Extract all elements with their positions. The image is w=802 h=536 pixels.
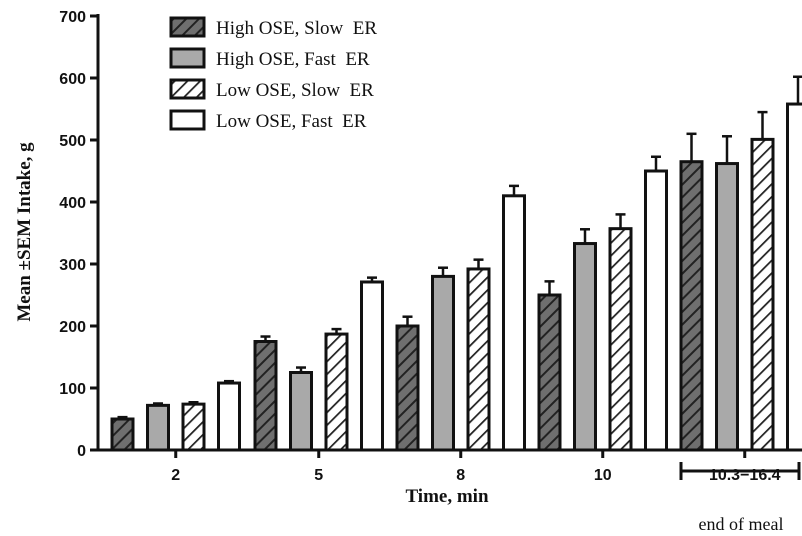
bar-s2-10 bbox=[573, 242, 597, 452]
y-tick-label-0: 0 bbox=[77, 443, 86, 460]
bar-s1-5 bbox=[253, 340, 278, 452]
legend-label-1: High OSE, Slow ER bbox=[216, 18, 377, 39]
legend-swatch-1 bbox=[169, 16, 206, 38]
bar-s2-8 bbox=[431, 274, 455, 452]
end-of-meal-label: end of meal bbox=[699, 514, 784, 534]
bar-s4-8 bbox=[502, 194, 526, 452]
y-tick-label-600: 600 bbox=[59, 71, 86, 88]
bar-s3-2 bbox=[181, 402, 206, 452]
end-of-meal-annotation: end of meal bbox=[679, 462, 801, 534]
legend-swatch-3 bbox=[169, 78, 206, 100]
y-tick-label-500: 500 bbox=[59, 133, 86, 150]
legend-label-4: Low OSE, Fast ER bbox=[216, 111, 367, 132]
bar-s4-10.3−16.4 bbox=[786, 102, 802, 452]
bar-s1-8 bbox=[395, 324, 420, 452]
y-tick-label-700: 700 bbox=[59, 9, 86, 26]
y-tick-label-100: 100 bbox=[59, 381, 86, 398]
x-tick-label-0: 2 bbox=[171, 467, 180, 484]
y-tick-label-400: 400 bbox=[59, 195, 86, 212]
bar-s3-5 bbox=[324, 332, 349, 452]
legend-label-2: High OSE, Fast ER bbox=[216, 49, 370, 70]
bar-s2-5 bbox=[289, 371, 313, 452]
bar-s3-8 bbox=[466, 267, 491, 452]
bars-layer bbox=[110, 75, 802, 452]
y-tick-label-200: 200 bbox=[59, 319, 86, 336]
bar-s1-2 bbox=[110, 417, 135, 452]
bar-s1-10 bbox=[537, 293, 562, 452]
bar-s4-2 bbox=[217, 381, 241, 452]
legend: High OSE, Slow ER High OSE, Fast ER Low OS… bbox=[169, 16, 377, 132]
y-axis-title: Mean ±SEM Intake, g bbox=[14, 142, 35, 322]
x-axis-title: Time, min bbox=[405, 486, 488, 507]
x-tick-label-1: 5 bbox=[314, 467, 323, 484]
legend-swatch-2 bbox=[169, 47, 206, 69]
bar-s3-10 bbox=[608, 227, 633, 452]
legend-swatch-4 bbox=[169, 109, 206, 131]
y-tick-label-300: 300 bbox=[59, 257, 86, 274]
x-tick-label-3: 10 bbox=[594, 467, 612, 484]
legend-label-3: Low OSE, Slow ER bbox=[216, 80, 374, 101]
bar-s4-10 bbox=[644, 169, 668, 452]
bar-s2-10.3−16.4 bbox=[715, 162, 739, 452]
bar-s4-5 bbox=[360, 280, 384, 452]
x-tick-label-2: 8 bbox=[456, 467, 465, 484]
bar-s2-2 bbox=[146, 403, 170, 452]
bar-s3-10.3−16.4 bbox=[750, 137, 775, 452]
bar-s1-10.3−16.4 bbox=[679, 160, 704, 452]
